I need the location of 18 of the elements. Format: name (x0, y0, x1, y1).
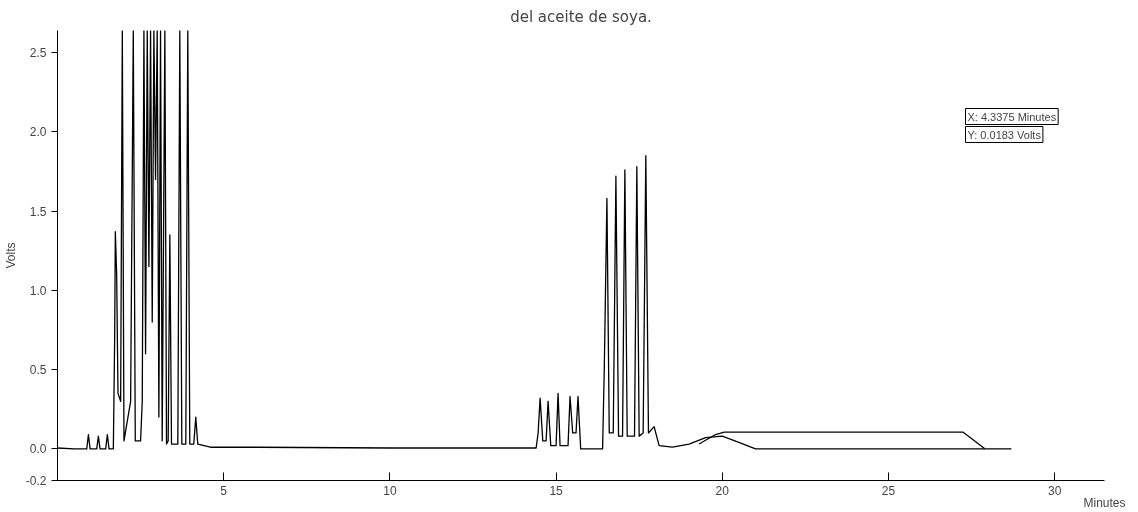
x-axis-title: Minutes (1083, 495, 1126, 510)
x-tick-label: 15 (549, 483, 564, 498)
chart-title: del aceite de soya. (510, 7, 652, 26)
annotation: Y: 0.0183 Volts (967, 128, 1042, 141)
y-tick-label: 2.5 (29, 46, 47, 61)
y-axis-title: Volts (3, 242, 18, 269)
x-tick-label: 20 (715, 483, 730, 498)
y-tick-label: 1.0 (29, 283, 47, 298)
annotation: X: 4.3375 Minutes (967, 110, 1057, 123)
x-tick-label: 5 (220, 483, 228, 498)
y-tick-label: 2.0 (29, 125, 47, 140)
y-tick-label: -0.2 (25, 474, 47, 488)
x-tick-label: 30 (1047, 483, 1062, 498)
x-tick-label: 25 (881, 483, 896, 498)
y-tick-label: 0.5 (29, 363, 47, 378)
y-tick-label: 0.0 (29, 442, 47, 457)
x-tick-label: 10 (383, 483, 397, 498)
y-tick-label: 1.5 (29, 204, 47, 219)
